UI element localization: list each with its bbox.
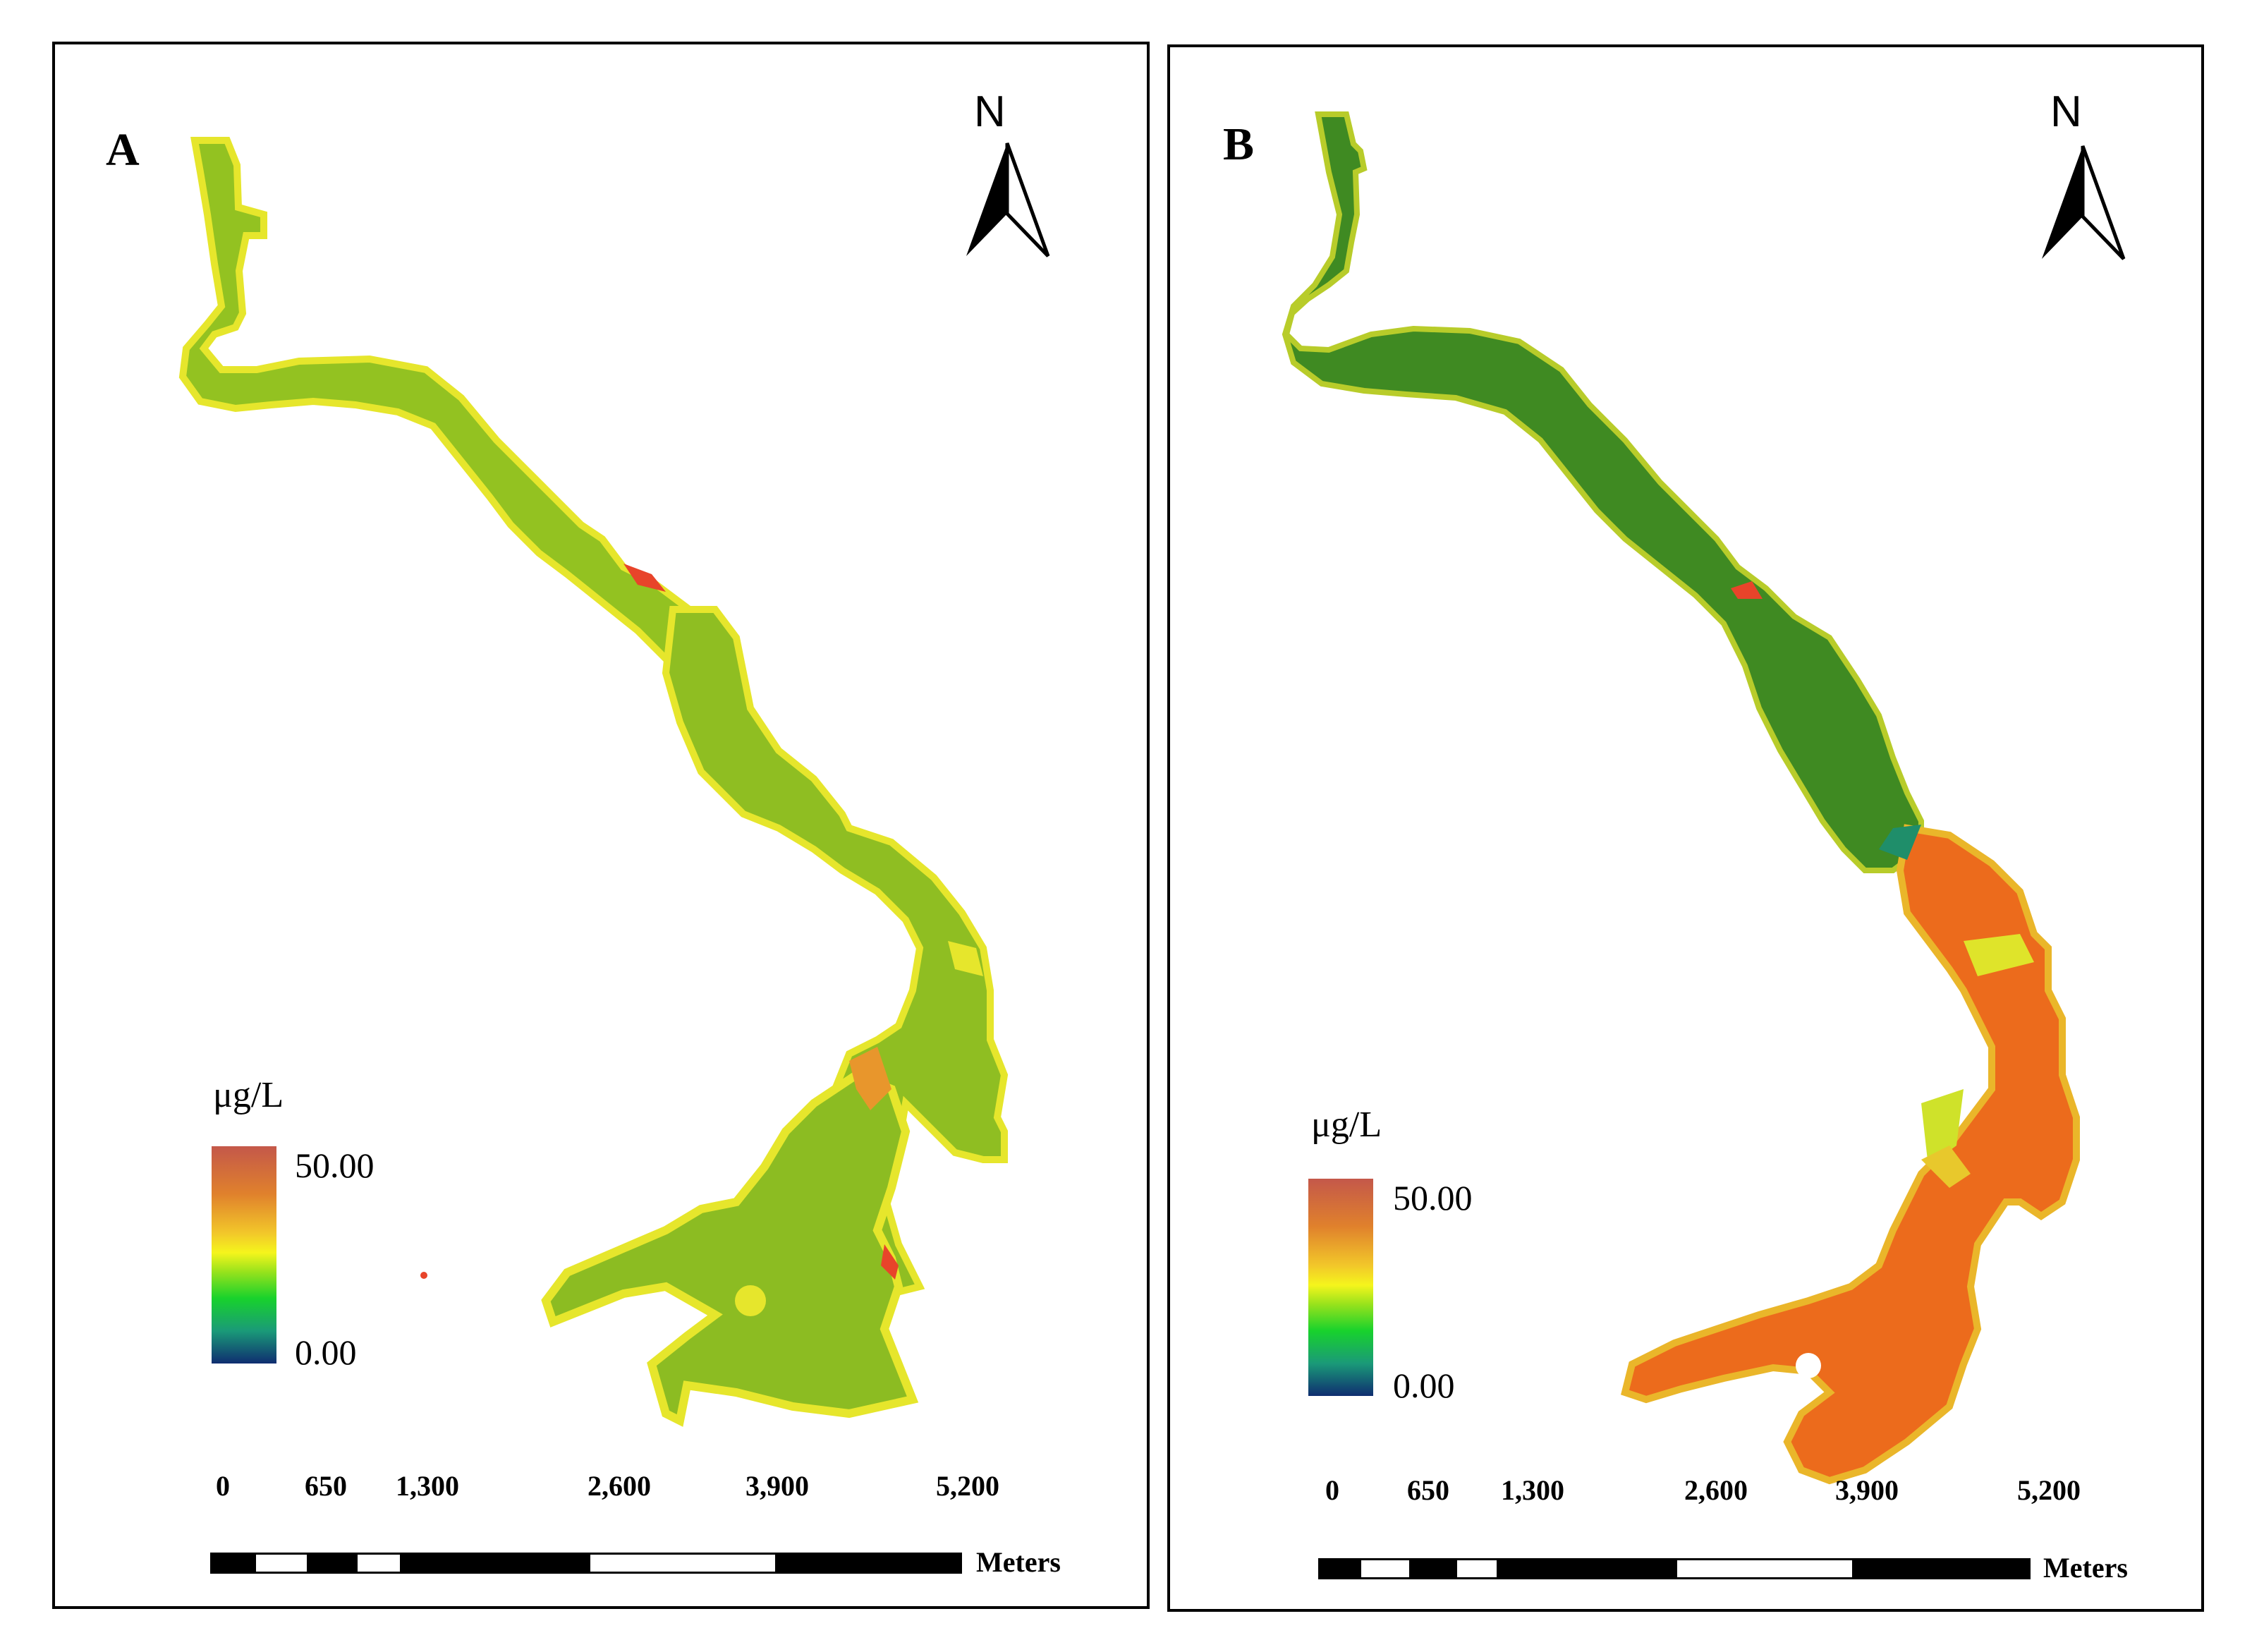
scale-tick-a-2: 1,300 xyxy=(396,1470,459,1502)
transition-patch-b3 xyxy=(1921,1146,1971,1188)
map-panel-a: A N μg/L 50.00 0.00 0 650 1,300 2,600 3,… xyxy=(52,42,1150,1609)
river-channel-lower-b xyxy=(1621,824,2080,1485)
scale-tick-b-1: 650 xyxy=(1407,1474,1449,1506)
north-arrow-icon xyxy=(2042,145,2126,260)
legend-colorbar-b xyxy=(1308,1179,1373,1396)
river-map-a xyxy=(178,137,1009,1427)
north-letter-a: N xyxy=(974,87,1006,136)
river-channel-upper xyxy=(178,137,748,707)
scale-unit-a: Meters xyxy=(976,1546,1061,1578)
scale-tick-a-5: 5,200 xyxy=(936,1470,999,1502)
river-map-b xyxy=(1282,111,2080,1485)
legend-max-b: 50.00 xyxy=(1393,1178,1473,1217)
legend-unit-a: μg/L xyxy=(213,1075,284,1115)
river-bay-lower xyxy=(541,1070,919,1427)
legend-min-a: 0.00 xyxy=(295,1332,357,1372)
legend-min-b: 0.00 xyxy=(1393,1366,1455,1405)
panel-label-a: A xyxy=(106,124,140,176)
scale-tick-b-0: 0 xyxy=(1325,1474,1339,1506)
scale-tick-b-3: 2,600 xyxy=(1684,1474,1748,1506)
scale-unit-b: Meters xyxy=(2043,1552,2128,1584)
legend-max-a: 50.00 xyxy=(295,1146,375,1185)
scale-tick-b-2: 1,300 xyxy=(1501,1474,1564,1506)
island-b xyxy=(1796,1353,1821,1378)
north-arrow-icon xyxy=(966,142,1050,257)
scale-tick-b-5: 5,200 xyxy=(2017,1474,2081,1506)
legend-colorbar-a xyxy=(212,1146,276,1363)
scale-tick-a-4: 3,900 xyxy=(745,1470,809,1502)
panel-label-b: B xyxy=(1223,119,1255,170)
river-channel-upper-b xyxy=(1282,111,1924,873)
edge-patch-a4 xyxy=(948,941,983,976)
transition-patch-b2 xyxy=(1921,1089,1964,1167)
north-letter-b: N xyxy=(2050,87,2082,136)
legend-unit-b: μg/L xyxy=(1311,1105,1382,1145)
high-value-patch-a2 xyxy=(849,1047,891,1110)
high-value-patch-b5 xyxy=(1731,581,1763,599)
high-value-patch-a3 xyxy=(881,1244,899,1280)
scale-tick-a-1: 650 xyxy=(305,1470,347,1502)
scale-bar-b xyxy=(1318,1558,2031,1579)
transition-patch-b1 xyxy=(1964,934,2034,976)
scale-tick-a-3: 2,600 xyxy=(588,1470,651,1502)
scale-tick-b-4: 3,900 xyxy=(1835,1474,1899,1506)
map-panel-b: B N μg/L 50.00 0.00 0 650 1,300 2,600 3,… xyxy=(1167,44,2204,1612)
stray-pixel-a xyxy=(420,1272,427,1279)
scale-tick-a-0: 0 xyxy=(216,1470,230,1502)
shoal-patch-b4 xyxy=(1879,825,1921,860)
island-a xyxy=(735,1285,766,1316)
high-value-patch-a1 xyxy=(623,564,666,592)
scale-bar-a xyxy=(210,1553,962,1574)
